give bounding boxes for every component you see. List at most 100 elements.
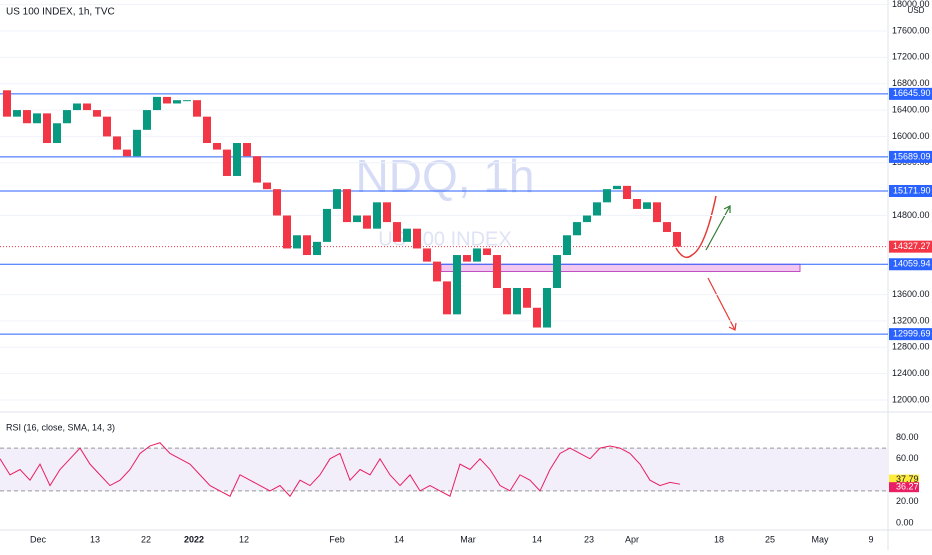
price-tick-label: 17600.00 (892, 25, 930, 35)
price-tick-label: 12400.00 (892, 368, 930, 378)
candle (593, 202, 601, 216)
price-tick-label: 12000.00 (892, 394, 930, 404)
candle (463, 255, 471, 262)
candle (533, 307, 541, 328)
candle (133, 129, 141, 157)
price-tick-label: 18000.00 (892, 0, 930, 9)
rsi-tick-label: 20.00 (896, 496, 919, 506)
symbol-title: US 100 INDEX, 1h, TVC (6, 7, 115, 18)
candle (213, 143, 221, 150)
candle (303, 235, 311, 256)
level-tag (889, 150, 932, 163)
level-label: 15689.09 (893, 151, 931, 161)
up-arrow (705, 205, 731, 251)
rsi-tag (889, 474, 919, 485)
date-label: 12 (239, 534, 249, 544)
date-label: Mar (460, 534, 476, 544)
candle (613, 185, 621, 190)
candle (113, 136, 121, 150)
candle (23, 110, 31, 124)
rsi-tick-label: 60.00 (896, 453, 919, 463)
candle (273, 189, 281, 216)
candle (13, 110, 21, 117)
candle (193, 100, 201, 117)
candle (93, 110, 101, 117)
candle (623, 185, 631, 200)
level-tag (889, 184, 932, 197)
date-label: May (811, 534, 829, 544)
candle (473, 248, 481, 262)
candle (43, 113, 51, 144)
price-tick-label: 12800.00 (892, 342, 930, 352)
level-label: 16645.90 (893, 88, 931, 98)
candle (573, 222, 581, 236)
projection-curve (675, 195, 717, 259)
candle (563, 235, 571, 256)
candle (323, 208, 331, 242)
candle (403, 228, 411, 242)
rsi-tag-label: 37.79 (896, 474, 919, 484)
candle (33, 113, 41, 124)
candle (523, 287, 531, 308)
candle (243, 143, 251, 157)
candle (183, 100, 191, 102)
candle (433, 261, 441, 282)
candle (413, 228, 421, 249)
rsi-line (0, 442, 681, 498)
candle (383, 202, 391, 223)
watermark-name: US 100 INDEX (378, 228, 511, 250)
level-tag (889, 328, 932, 341)
rsi-tick-label: 0.00 (896, 517, 914, 527)
date-label: 18 (714, 534, 724, 544)
candle (283, 215, 291, 249)
rsi-tag (889, 482, 919, 493)
price-tick-label: 16000.00 (892, 131, 930, 141)
candle (363, 215, 371, 229)
candle (663, 222, 671, 232)
candle (263, 182, 271, 190)
price-tick-label: 16800.00 (892, 78, 930, 88)
price-tick-label: 13600.00 (892, 289, 930, 299)
candle (233, 143, 241, 176)
level-label: 14059.94 (893, 259, 931, 269)
price-tick-label: 13200.00 (892, 315, 930, 325)
up-arrow-head (723, 205, 731, 213)
candle (633, 199, 641, 209)
candle (143, 110, 151, 130)
candle (293, 235, 301, 249)
candle (493, 255, 501, 288)
candle (513, 287, 521, 315)
level-tag (889, 87, 932, 100)
candle (583, 215, 591, 223)
candle (83, 103, 91, 111)
candle (423, 248, 431, 262)
candle (253, 156, 261, 183)
candle (313, 241, 321, 256)
date-label: 14 (394, 534, 404, 544)
price-tick-label: 16400.00 (892, 104, 930, 114)
currency: USD (908, 6, 925, 15)
candle (73, 103, 81, 111)
candle (453, 255, 461, 315)
candle (3, 90, 11, 117)
candle (503, 287, 511, 315)
rsi-title: RSI (16, close, SMA, 14, 3) (6, 422, 115, 432)
last-price-tag (889, 240, 932, 253)
rsi-tick-label: 80.00 (896, 432, 919, 442)
date-label: Dec (30, 534, 47, 544)
candle (443, 281, 451, 315)
date-label: 25 (765, 534, 775, 544)
candle (373, 202, 381, 229)
candle (553, 255, 561, 288)
date-label: Apr (625, 534, 639, 544)
level-tag (889, 258, 932, 271)
level-label: 15171.90 (893, 185, 931, 195)
date-label: Feb (329, 534, 345, 544)
candle (673, 231, 681, 247)
candle (653, 202, 661, 223)
candle (543, 287, 551, 328)
candle (53, 123, 61, 144)
date-label: 9 (868, 534, 873, 544)
